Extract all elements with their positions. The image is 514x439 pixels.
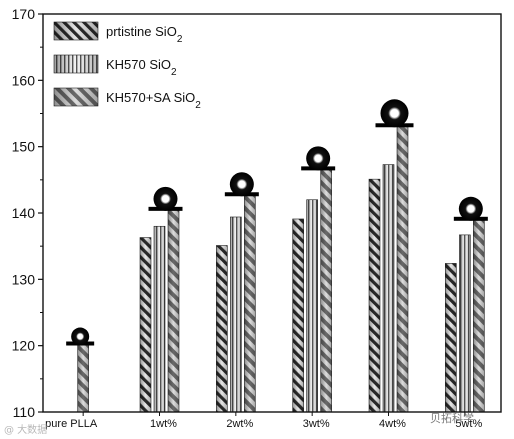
legend-label-2: KH570 SiO2 xyxy=(106,57,177,78)
legend-swatch-shade-1 xyxy=(54,22,98,40)
droplet-icon-1 xyxy=(71,327,90,346)
x-tick-label-1: pure PLLA xyxy=(45,418,98,430)
bar-shade-6-1 xyxy=(445,263,457,412)
bar-shade-5-1 xyxy=(369,179,380,412)
bar-shade-5-2 xyxy=(383,164,394,412)
x-tick-label-6: 5wt% xyxy=(455,418,482,430)
bar-shade-6-2 xyxy=(459,234,471,412)
legend-swatch-shade-2 xyxy=(54,55,98,73)
watermark-right: 贝拓科学 xyxy=(430,412,474,425)
plot-frame xyxy=(42,13,502,413)
y-tick-label-5: 150 xyxy=(12,139,36,155)
y-tick-label-2: 120 xyxy=(12,338,36,354)
droplet-icon-2 xyxy=(153,186,178,211)
droplet-icon-5 xyxy=(380,99,409,128)
droplet-icon-3 xyxy=(229,172,254,197)
bar-shade-4-2 xyxy=(306,199,318,412)
bar-shade-6-3 xyxy=(473,220,485,412)
bar-shade-4-3 xyxy=(320,169,332,412)
bar-shade-2-1 xyxy=(140,237,151,412)
y-tick-label-4: 140 xyxy=(12,205,36,221)
bar-shade-2-2 xyxy=(154,226,165,412)
droplet-icon-4 xyxy=(306,146,331,171)
y-tick-label-3: 130 xyxy=(12,271,36,287)
bar-shade-2-3 xyxy=(168,210,179,412)
y-tick-label-1: 110 xyxy=(13,404,36,420)
y-tick-label-6: 160 xyxy=(12,72,36,88)
bar-shade-4-1 xyxy=(292,218,304,412)
x-tick-label-3: 2wt% xyxy=(226,418,253,430)
y-tick-label-7: 170 xyxy=(12,6,36,22)
bar-shade-3-2 xyxy=(230,216,242,412)
bar-shade-1-3 xyxy=(77,345,89,412)
legend-label-1: prtistine SiO2 xyxy=(106,24,183,45)
legend-swatch-shade-3 xyxy=(54,88,98,106)
droplet-icon-6 xyxy=(458,196,483,221)
legend-label-3: KH570+SA SiO2 xyxy=(106,90,201,111)
x-tick-label-4: 3wt% xyxy=(303,418,330,430)
watermark-left: @ 大数据 xyxy=(4,425,48,436)
bar-shade-3-3 xyxy=(244,195,256,412)
x-tick-label-5: 4wt% xyxy=(379,418,406,430)
bar-shade-3-1 xyxy=(216,245,228,412)
bar-shade-5-3 xyxy=(397,126,408,413)
x-tick-label-2: 1wt% xyxy=(150,418,177,430)
